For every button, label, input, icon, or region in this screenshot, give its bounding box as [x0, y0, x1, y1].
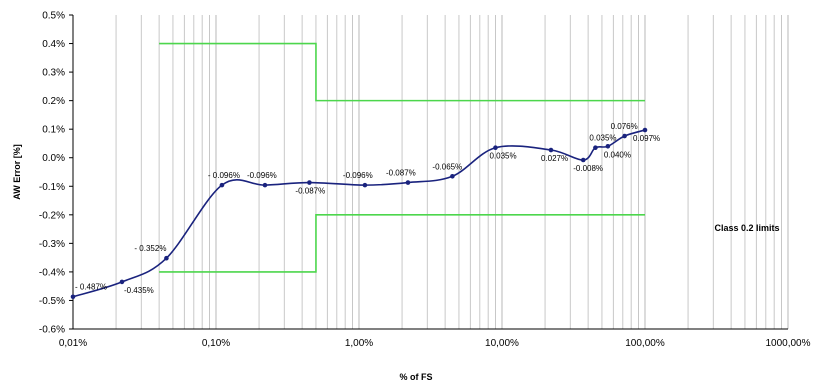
- y-tick-label: 0.3%: [42, 68, 65, 79]
- data-point: [580, 157, 586, 163]
- y-tick-label: 0.5%: [42, 11, 65, 22]
- data-point: [119, 279, 125, 285]
- data-point: [493, 145, 498, 151]
- x-tick-label: 0,01%: [59, 338, 87, 349]
- data-point: [164, 255, 169, 261]
- data-label: - 0.352%: [134, 244, 166, 253]
- limit-line-upper: [159, 42, 645, 102]
- data-point: [70, 294, 76, 300]
- data-point: [362, 182, 368, 188]
- data-label: 0.027%: [541, 154, 568, 163]
- limit-lines: [159, 42, 645, 273]
- data-point: [307, 180, 312, 185]
- x-tick-label: 100,00%: [625, 338, 665, 349]
- data-label: - 0.487%: [75, 283, 107, 292]
- data-point: [262, 182, 268, 188]
- x-tick-label: 1,00%: [345, 338, 373, 349]
- y-tick-label: 0.4%: [42, 39, 65, 50]
- y-tick-label: 0.2%: [42, 96, 65, 107]
- grid: [69, 14, 789, 330]
- series-line: [72, 129, 646, 298]
- y-tick-label: -0.5%: [39, 296, 65, 307]
- x-tick-labels: 0,01% 0,10% 1,00% 10,00% 100,00% 1000,00%: [59, 338, 811, 349]
- data-point: [548, 147, 554, 153]
- x-tick-label: 1000,00%: [765, 338, 810, 349]
- data-label: -0.096%: [247, 171, 277, 180]
- data-point: [405, 180, 411, 185]
- data-point: [622, 133, 627, 139]
- data-point: [219, 182, 225, 188]
- y-axis-title: AW Error [%]: [12, 144, 22, 200]
- data-label: 0.035%: [489, 152, 516, 161]
- y-tick-label: 0.1%: [42, 125, 65, 136]
- data-label: 0.040%: [604, 150, 631, 159]
- data-label: -0.008%: [573, 164, 603, 173]
- class-limits-annotation: Class 0.2 limits: [714, 223, 779, 233]
- data-label: -0.065%: [432, 162, 462, 171]
- y-tick-label: -0.3%: [39, 239, 65, 250]
- y-tick-label: -0.1%: [39, 182, 65, 193]
- data-point: [605, 144, 611, 149]
- x-tick-label: 10,00%: [485, 338, 519, 349]
- x-tick-label: 0,10%: [202, 338, 230, 349]
- y-tick-labels: 0.5% 0.4% 0.3% 0.2% 0.1% 0.0% -0.1% -0.2% -0.3% -…: [39, 11, 65, 336]
- y-tick-label: -0.4%: [39, 267, 65, 278]
- limit-line-lower: [159, 214, 645, 273]
- data-label: 0.035%: [589, 134, 616, 143]
- data-label: 0.076%: [611, 122, 638, 131]
- data-label: -0.435%: [124, 286, 154, 295]
- data-label: - 0.096%: [208, 171, 240, 180]
- data-label: -0.087%: [386, 169, 416, 178]
- series: [72, 129, 646, 298]
- y-tick-label: -0.2%: [39, 210, 65, 221]
- data-point: [450, 173, 455, 179]
- data-labels: - 0.487% -0.435% - 0.352% - 0.096% -0.096% -0…: [75, 122, 660, 295]
- x-axis-title: % of FS: [400, 372, 433, 382]
- y-tick-label: 0.0%: [42, 153, 65, 164]
- y-tick-label: -0.6%: [39, 325, 65, 336]
- data-label: -0.087%: [295, 187, 325, 196]
- data-label: -0.096%: [343, 171, 373, 180]
- data-label: 0.097%: [633, 134, 660, 143]
- data-point: [642, 127, 648, 133]
- data-point: [593, 145, 598, 151]
- data-points: [70, 127, 648, 300]
